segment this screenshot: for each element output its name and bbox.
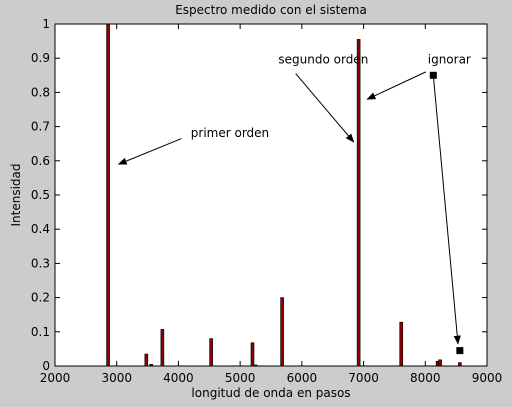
ticks-layer: 2000 3000 4000 5000 6000 7000 8000 9000 0 0.1 0.2 0… bbox=[31, 17, 502, 385]
bar-9 bbox=[399, 321, 404, 367]
y-tick-label-4: 0.4 bbox=[31, 222, 50, 236]
x-tick-label-0: 2000 bbox=[40, 371, 71, 385]
y-tick-label-9: 0.9 bbox=[31, 51, 50, 65]
annotation-2: ignorar bbox=[428, 52, 471, 66]
square-marker-1 bbox=[456, 347, 464, 355]
annotation-arrow-0 bbox=[117, 138, 182, 165]
y-tick-label-10: 1 bbox=[42, 17, 50, 31]
bar-0 bbox=[106, 23, 110, 367]
y-tick-label-8: 0.8 bbox=[31, 85, 50, 99]
bar-1 bbox=[144, 353, 149, 367]
y-tick-label-7: 0.7 bbox=[31, 120, 50, 134]
x-tick-label-4: 6000 bbox=[287, 371, 318, 385]
y-tick-label-6: 0.6 bbox=[31, 154, 50, 168]
annotations-layer: primer orden segundo orden ignorar bbox=[117, 52, 471, 355]
x-tick-label-6: 8000 bbox=[410, 371, 441, 385]
x-tick-label-5: 7000 bbox=[348, 371, 379, 385]
plot-area bbox=[54, 23, 488, 367]
bar-5 bbox=[250, 342, 255, 367]
bar-4 bbox=[209, 338, 213, 367]
x-tick-label-1: 3000 bbox=[101, 371, 132, 385]
bars-layer bbox=[106, 23, 462, 367]
y-tick-label-0: 0 bbox=[42, 359, 50, 373]
chart-title: Espectro medido con el sistema bbox=[175, 3, 367, 17]
y-tick-label-3: 0.3 bbox=[31, 256, 50, 270]
x-tick-label-2: 4000 bbox=[163, 371, 194, 385]
bar-11 bbox=[438, 359, 442, 367]
bar-3 bbox=[160, 329, 165, 367]
square-marker-0 bbox=[429, 71, 437, 79]
bar-8 bbox=[356, 39, 361, 367]
y-tick-label-1: 0.1 bbox=[31, 325, 50, 339]
y-tick-label-2: 0.2 bbox=[31, 291, 50, 305]
annotation-1: segundo orden bbox=[278, 52, 368, 66]
bar-6 bbox=[253, 364, 258, 367]
bar-7 bbox=[280, 297, 284, 367]
y-tick-label-5: 0.5 bbox=[31, 188, 50, 202]
bar-12 bbox=[458, 362, 462, 367]
y-axis-label: Intensidad bbox=[9, 163, 23, 226]
x-tick-label-7: 9000 bbox=[472, 371, 503, 385]
annotation-arrow-2 bbox=[366, 71, 427, 100]
annotation-arrow-1 bbox=[295, 73, 355, 143]
x-tick-label-3: 5000 bbox=[225, 371, 256, 385]
annotation-0: primer orden bbox=[191, 126, 269, 140]
marker-arrow bbox=[432, 75, 461, 345]
bar-2 bbox=[149, 363, 154, 367]
x-axis-label: longitud de onda en pasos bbox=[191, 386, 350, 400]
